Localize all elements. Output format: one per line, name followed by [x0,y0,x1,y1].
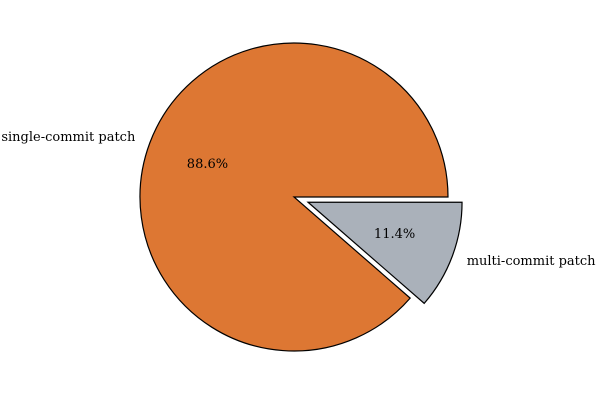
pie-slice-multi-commit-patch [306,201,463,305]
pie-slice-single-commit-patch [139,42,449,352]
pie-category-label-single-commit-patch: single-commit patch [1,130,136,145]
pie-percent-label-multi-commit-patch: 11.4% [374,227,415,242]
pie-percent-label-single-commit-patch: 88.6% [187,157,228,172]
pie-category-label-multi-commit-patch: multi-commit patch [467,254,596,269]
